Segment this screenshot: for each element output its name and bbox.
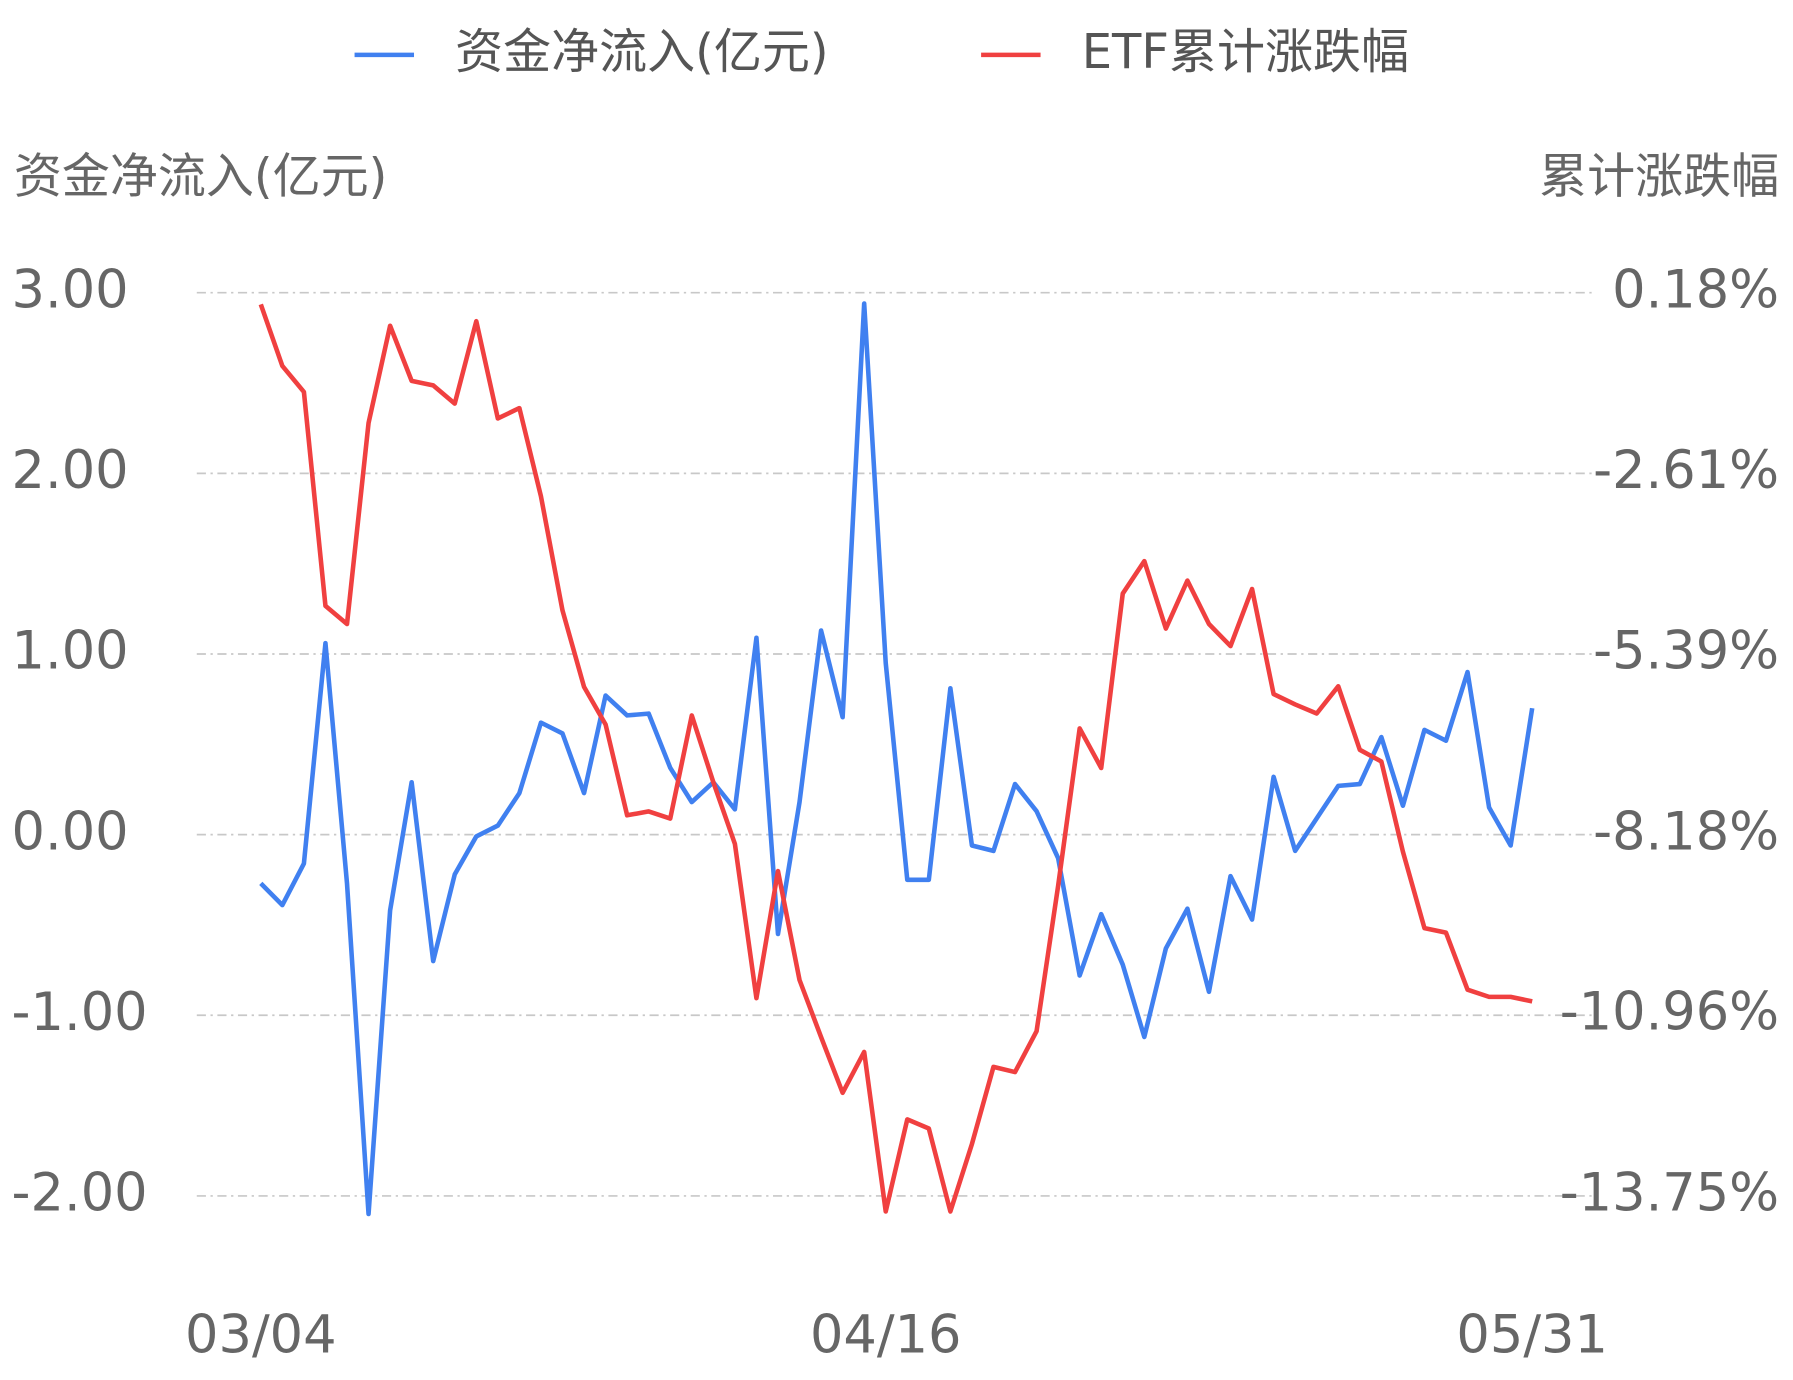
y-axis-title: 资金净流入(亿元)	[14, 149, 387, 205]
x-tick-label: 04/16	[810, 1304, 962, 1365]
line-series	[259, 301, 1535, 1217]
y2-tick-label: 0.18%	[1612, 259, 1779, 320]
y2-tick-label: -2.61%	[1593, 440, 1779, 501]
legend-label: ETF累计涨跌幅	[1082, 24, 1409, 80]
line-series	[258, 303, 1533, 1214]
y2-tick-label: -13.75%	[1560, 1163, 1779, 1224]
x-tick-label: 03/04	[185, 1304, 337, 1365]
y-tick-label: 0.00	[12, 801, 129, 862]
y-tick-label: -2.00	[12, 1163, 148, 1224]
y-tick-label: -1.00	[12, 982, 148, 1043]
y2-tick-label: -8.18%	[1593, 801, 1779, 862]
y2-axis-title: 累计涨跌幅	[1539, 149, 1779, 205]
y-tick-label: 2.00	[12, 440, 129, 501]
legend-label: 资金净流入(亿元)	[455, 24, 828, 80]
x-tick-label: 05/31	[1456, 1304, 1608, 1365]
y2-tick-label: -10.96%	[1560, 982, 1779, 1043]
y2-tick-label: -5.39%	[1593, 620, 1779, 681]
y-tick-label: 3.00	[12, 259, 129, 320]
y-tick-label: 1.00	[12, 621, 129, 682]
